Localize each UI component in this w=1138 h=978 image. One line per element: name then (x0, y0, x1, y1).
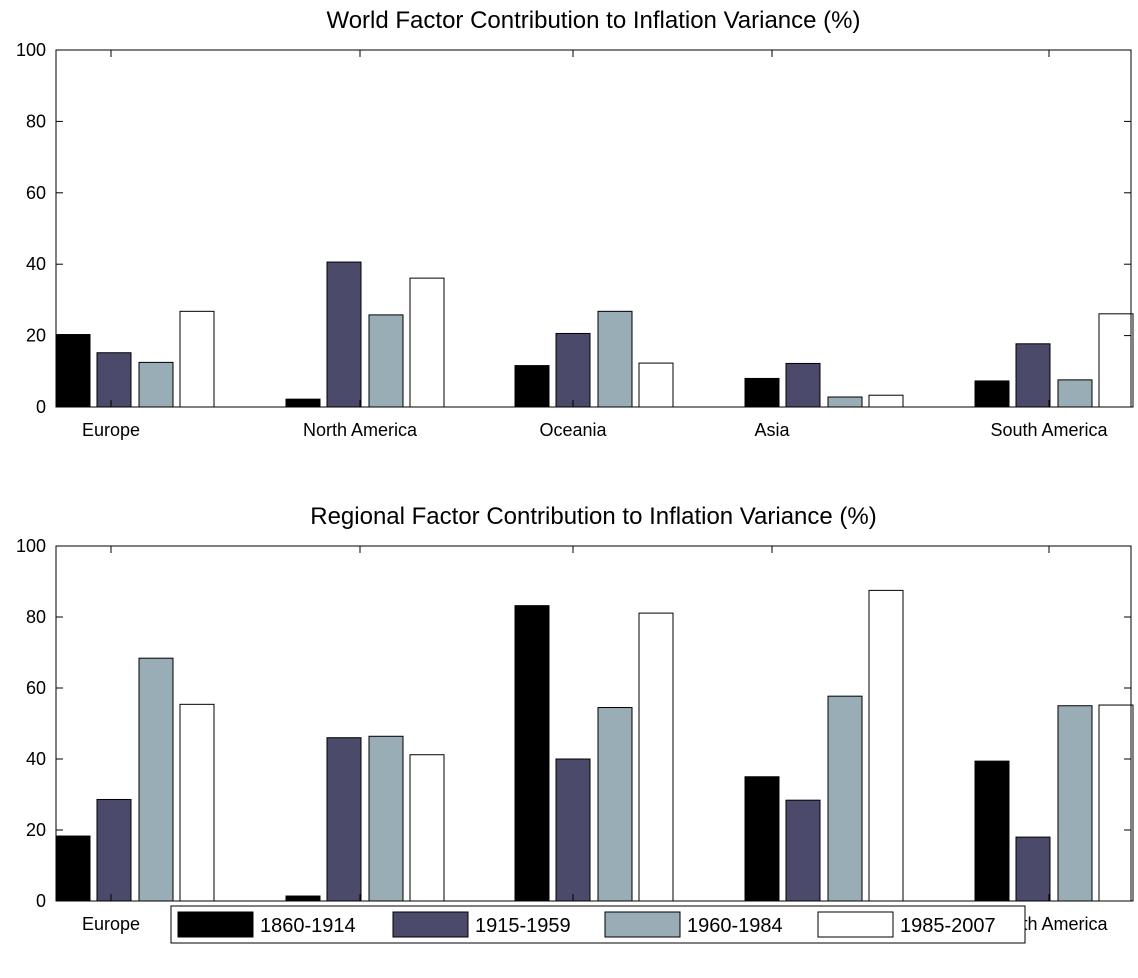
bar-europe-1960-1984 (138, 657, 174, 902)
legend-swatch (392, 911, 469, 938)
legend-swatch (177, 911, 254, 938)
bar-asia-1985-2007 (868, 394, 904, 408)
bar-south-america-1960-1984 (1057, 705, 1093, 902)
x-tick-label-europe: Europe (82, 420, 140, 440)
legend-label: 1985-2007 (900, 915, 996, 937)
bar-south-america-1860-1914 (974, 380, 1010, 408)
y-tick-label: 40 (26, 254, 46, 274)
bar-asia-1985-2007 (868, 589, 904, 902)
bar-north-america-1915-1959 (326, 261, 362, 408)
chart-panel-1: World Factor Contribution to Inflation V… (16, 7, 1134, 440)
bar-europe-1985-2007 (179, 703, 215, 902)
bar-asia-1860-1914 (744, 776, 780, 902)
bar-europe-1985-2007 (179, 310, 215, 408)
bar-oceania-1915-1959 (555, 758, 591, 902)
y-tick-label: 0 (36, 891, 46, 911)
bar-europe-1915-1959 (96, 798, 132, 902)
bar-oceania-1960-1984 (597, 310, 633, 408)
y-tick-label: 80 (26, 111, 46, 131)
bar-south-america-1915-1959 (1015, 836, 1051, 902)
bar-north-america-1860-1914 (285, 895, 321, 902)
bar-south-america-1985-2007 (1098, 313, 1134, 408)
bar-europe-1860-1914 (55, 835, 91, 902)
legend: 1860-1914 1915-1959 1960-1984 1985-2007 (170, 905, 1026, 944)
y-tick-label: 80 (26, 607, 46, 627)
bar-europe-1915-1959 (96, 352, 132, 408)
bar-north-america-1860-1914 (285, 398, 321, 408)
bar-asia-1915-1959 (785, 362, 821, 408)
bar-north-america-1960-1984 (368, 735, 404, 902)
bar-asia-1960-1984 (827, 396, 863, 408)
plot-frame (55, 49, 1132, 408)
y-tick-label: 100 (16, 536, 46, 556)
chart-title: World Factor Contribution to Inflation V… (326, 7, 860, 34)
bar-south-america-1915-1959 (1015, 343, 1051, 408)
y-tick-label: 0 (36, 397, 46, 417)
bar-north-america-1960-1984 (368, 314, 404, 408)
bar-south-america-1960-1984 (1057, 379, 1093, 408)
legend-item-1985-2007: 1985-2007 (817, 911, 996, 938)
bar-oceania-1960-1984 (597, 707, 633, 902)
y-tick-label: 20 (26, 326, 46, 346)
legend-item-1860-1914: 1860-1914 (177, 911, 356, 938)
bar-north-america-1985-2007 (409, 754, 445, 902)
legend-label: 1960-1984 (687, 915, 783, 937)
bar-asia-1960-1984 (827, 695, 863, 902)
legend-label: 1860-1914 (260, 915, 356, 937)
bar-north-america-1985-2007 (409, 277, 445, 408)
legend-item-1960-1984: 1960-1984 (604, 911, 783, 938)
bar-asia-1915-1959 (785, 799, 821, 902)
bar-south-america-1985-2007 (1098, 704, 1134, 902)
y-tick-label: 60 (26, 678, 46, 698)
bar-europe-1960-1984 (138, 361, 174, 408)
chart-panel-2: Regional Factor Contribution to Inflatio… (16, 503, 1134, 934)
bar-oceania-1985-2007 (638, 612, 674, 902)
bar-europe-1860-1914 (55, 334, 91, 408)
chart-title: Regional Factor Contribution to Inflatio… (310, 503, 877, 530)
bar-oceania-1860-1914 (514, 605, 550, 902)
x-tick-label-oceania: Oceania (539, 420, 607, 440)
y-tick-label: 60 (26, 183, 46, 203)
x-tick-label-south-america: South America (990, 420, 1108, 440)
legend-label: 1915-1959 (475, 915, 571, 937)
legend-swatch (604, 911, 681, 938)
legend-swatch (817, 911, 894, 938)
x-tick-label-asia: Asia (754, 420, 790, 440)
y-tick-label: 20 (26, 820, 46, 840)
x-tick-label-north-america: North America (303, 420, 418, 440)
legend-item-1915-1959: 1915-1959 (392, 911, 571, 938)
bar-oceania-1915-1959 (555, 332, 591, 408)
bar-south-america-1860-1914 (974, 760, 1010, 902)
bar-asia-1860-1914 (744, 377, 780, 408)
plot-frame (55, 545, 1132, 902)
bar-oceania-1985-2007 (638, 362, 674, 408)
x-tick-label-europe: Europe (82, 914, 140, 934)
y-tick-label: 100 (16, 40, 46, 60)
bar-oceania-1860-1914 (514, 365, 550, 408)
bar-north-america-1915-1959 (326, 737, 362, 902)
y-tick-label: 40 (26, 749, 46, 769)
